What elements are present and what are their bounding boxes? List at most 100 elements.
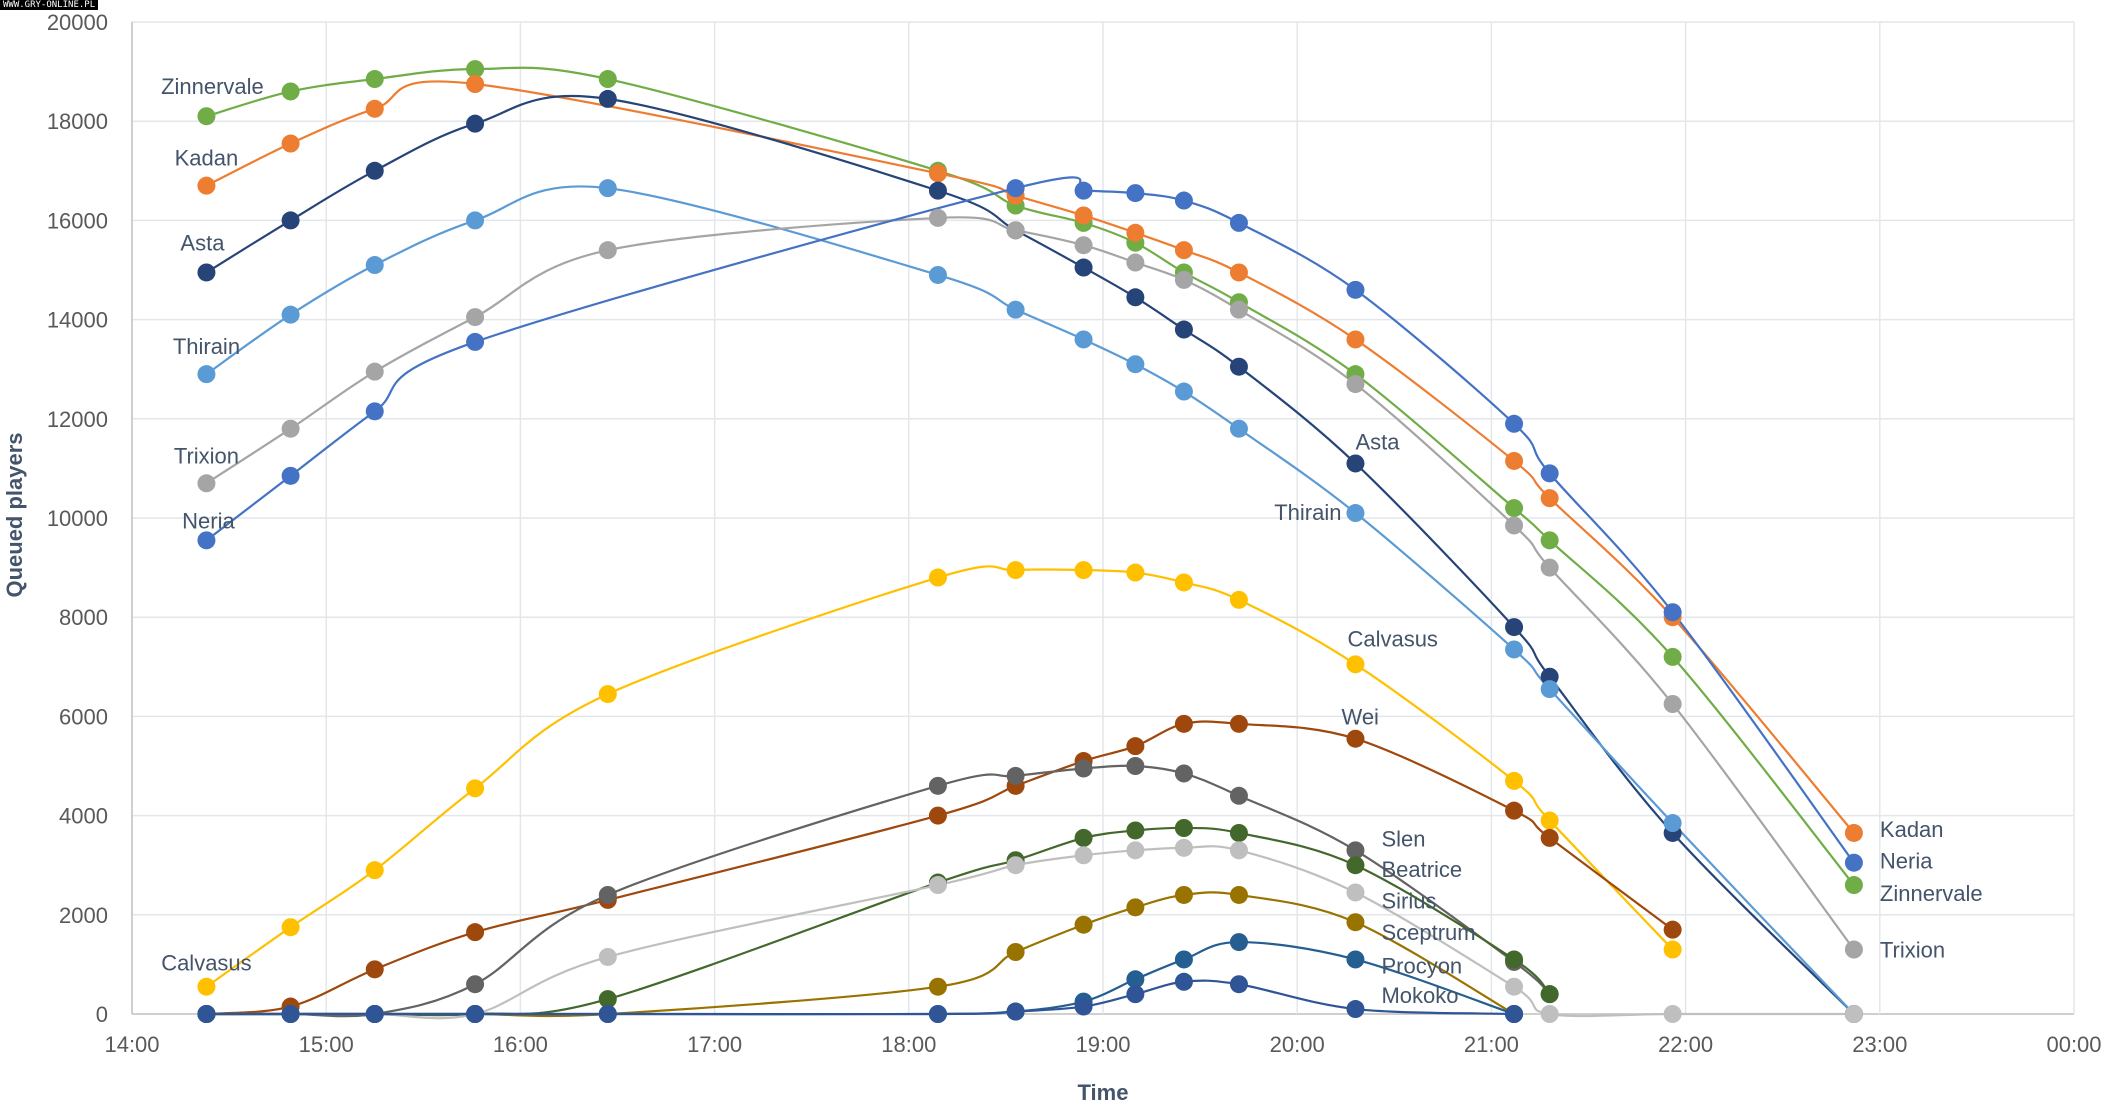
- data-point-zinnervale: [466, 60, 485, 79]
- data-point-sirius: [1540, 1005, 1559, 1023]
- data-point-mokoko: [1346, 1000, 1365, 1019]
- data-point-sceptrum: [1074, 915, 1093, 934]
- data-point-thirain: [1505, 640, 1524, 659]
- data-point-neria: [281, 466, 300, 485]
- data-point-slen: [1346, 841, 1365, 860]
- data-point-neria: [1844, 853, 1863, 872]
- x-tick-label: 19:00: [1075, 1032, 1130, 1057]
- data-point-neria: [1505, 414, 1524, 433]
- series-line-sirius: [206, 845, 1854, 1020]
- data-point-trixion: [365, 362, 384, 381]
- data-point-sceptrum: [1229, 885, 1248, 904]
- data-point-sirius: [1505, 977, 1524, 996]
- data-point-sirius: [1126, 841, 1145, 860]
- data-point-mokoko: [1505, 1005, 1524, 1023]
- data-point-thirain: [1006, 300, 1025, 319]
- data-point-slen: [928, 776, 947, 795]
- data-point-calvasus: [1006, 561, 1025, 580]
- x-tick-label: 21:00: [1464, 1032, 1519, 1057]
- data-point-calvasus: [281, 918, 300, 937]
- data-point-beatrice: [1074, 828, 1093, 847]
- data-point-asta: [197, 263, 216, 282]
- x-axis-ticks: 14:00 15:00 16:00 17:00 18:00 19:00 20:00 21:00…: [104, 1032, 2101, 1057]
- x-tick-label: 22:00: [1658, 1032, 1713, 1057]
- series-label-kadan: Kadan: [175, 146, 239, 171]
- data-point-calvasus: [1229, 590, 1248, 609]
- series-line-calvasus: [205, 565, 1674, 988]
- data-point-thirain: [1174, 382, 1193, 401]
- series-label-zinnervale: Zinnervale: [1880, 881, 1983, 906]
- data-point-mokoko: [1174, 972, 1193, 991]
- y-tick-label: 6000: [59, 704, 108, 729]
- data-point-zinnervale: [197, 107, 216, 126]
- series-lines: [205, 66, 1855, 1020]
- data-point-asta: [928, 181, 947, 200]
- data-point-thirain: [365, 256, 384, 275]
- data-point-neria: [1126, 184, 1145, 203]
- data-point-trixion: [197, 474, 216, 493]
- x-tick-label: 15:00: [299, 1032, 354, 1057]
- data-point-wei: [1126, 737, 1145, 756]
- data-point-trixion: [1844, 940, 1863, 959]
- series-line-thirain: [205, 185, 1855, 1015]
- data-point-neria: [1540, 464, 1559, 483]
- data-point-trixion: [1540, 558, 1559, 577]
- data-point-kadan: [365, 99, 384, 118]
- series-line-neria: [205, 176, 1855, 864]
- data-point-sceptrum: [1126, 898, 1145, 917]
- data-point-slen: [1229, 786, 1248, 805]
- data-point-kadan: [1346, 330, 1365, 349]
- data-point-kadan: [281, 134, 300, 153]
- data-point-thirain: [466, 211, 485, 230]
- series-label-neria: Neria: [1880, 849, 1933, 874]
- series-label-beatrice: Beatrice: [1381, 857, 1462, 882]
- data-point-trixion: [1663, 695, 1682, 713]
- x-axis-title: Time: [1078, 1080, 1129, 1105]
- y-tick-label: 18000: [47, 109, 108, 134]
- data-point-sirius: [1229, 841, 1248, 860]
- series-points: [197, 60, 1863, 1023]
- data-point-procyon: [1346, 950, 1365, 969]
- data-point-asta: [281, 211, 300, 230]
- data-point-zinnervale: [1505, 499, 1524, 518]
- series-label-trixion: Trixion: [1880, 938, 1945, 963]
- data-point-sirius: [598, 947, 617, 966]
- data-point-wei: [1505, 801, 1524, 820]
- data-point-wei: [1346, 729, 1365, 748]
- series-label-thirain: Thirain: [173, 334, 240, 359]
- series-label-kadan: Kadan: [1880, 817, 1944, 842]
- data-point-trixion: [1174, 270, 1193, 289]
- y-axis-ticks: 0 2000 4000 6000 8000 10000 12000 14000 16000 180…: [47, 10, 108, 1027]
- data-point-kadan: [1540, 489, 1559, 508]
- data-point-thirain: [1126, 355, 1145, 374]
- data-point-wei: [365, 960, 384, 979]
- data-point-zinnervale: [365, 70, 384, 89]
- data-point-kadan: [1844, 823, 1863, 842]
- data-point-beatrice: [1174, 819, 1193, 837]
- data-point-thirain: [1663, 814, 1682, 833]
- data-point-slen: [466, 975, 485, 994]
- data-point-calvasus: [1174, 573, 1193, 592]
- data-point-slen: [1006, 766, 1025, 785]
- data-point-sirius: [1844, 1005, 1863, 1023]
- data-point-thirain: [1074, 330, 1093, 349]
- data-point-mokoko: [598, 1005, 617, 1023]
- data-point-asta: [466, 114, 485, 133]
- data-point-kadan: [1126, 223, 1145, 242]
- x-tick-label: 23:00: [1852, 1032, 1907, 1057]
- y-tick-label: 20000: [47, 10, 108, 35]
- series-label-zinnervale: Zinnervale: [161, 74, 264, 99]
- y-tick-label: 8000: [59, 605, 108, 630]
- data-point-neria: [466, 332, 485, 351]
- series-label-sceptrum: Sceptrum: [1381, 920, 1475, 945]
- data-point-asta: [365, 161, 384, 180]
- data-point-trixion: [281, 419, 300, 438]
- series-label-procyon: Procyon: [1381, 953, 1462, 978]
- series-label-calvasus: Calvasus: [161, 951, 251, 976]
- data-point-mokoko: [928, 1005, 947, 1023]
- y-tick-label: 2000: [59, 903, 108, 928]
- gridlines: [131, 21, 2075, 1015]
- data-point-asta: [598, 89, 617, 108]
- data-point-calvasus: [197, 977, 216, 996]
